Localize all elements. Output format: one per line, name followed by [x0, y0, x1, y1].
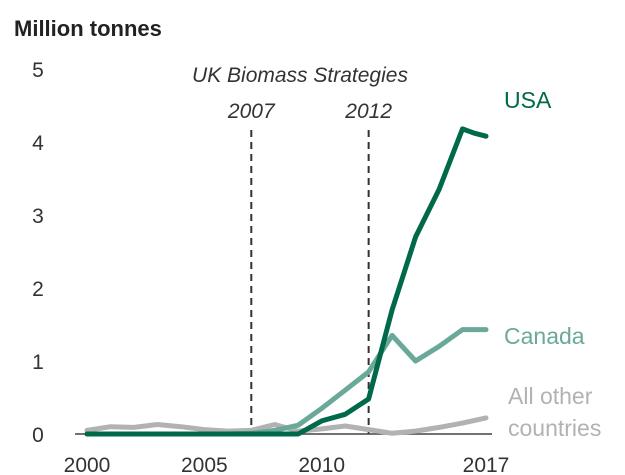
series-labels: USA Canada All other countries [504, 87, 601, 441]
y-tick-label: 5 [32, 59, 44, 82]
series-line-canada [84, 327, 489, 437]
y-axis-title: Million tonnes [14, 16, 162, 41]
y-tick-label: 3 [32, 205, 44, 228]
y-axis-ticks: 0 1 2 3 4 5 [32, 59, 44, 447]
series-label: USA [504, 87, 552, 113]
x-axis-ticks: 2000 2005 2010 2017 [64, 454, 510, 475]
annotation-title: UK Biomass Strategies [192, 64, 408, 87]
y-tick-label: 2 [32, 278, 44, 301]
x-tick-label: 2000 [64, 454, 111, 475]
annotation-year-label: 2007 [227, 100, 276, 123]
y-tick-label: 0 [32, 424, 44, 447]
x-tick-label: 2017 [463, 454, 510, 475]
annotation-layer: UK Biomass Strategies 2007 2012 [192, 64, 408, 434]
y-tick-label: 1 [32, 351, 44, 374]
series-label: All other [508, 383, 593, 409]
y-tick-label: 4 [32, 132, 44, 155]
series-label: Canada [504, 323, 585, 349]
x-tick-label: 2010 [298, 454, 345, 475]
series-label: countries [508, 415, 601, 441]
series-line-usa [84, 126, 489, 437]
annotation-year-label: 2012 [344, 100, 392, 123]
series-layer [84, 126, 489, 437]
x-tick-label: 2005 [181, 454, 228, 475]
